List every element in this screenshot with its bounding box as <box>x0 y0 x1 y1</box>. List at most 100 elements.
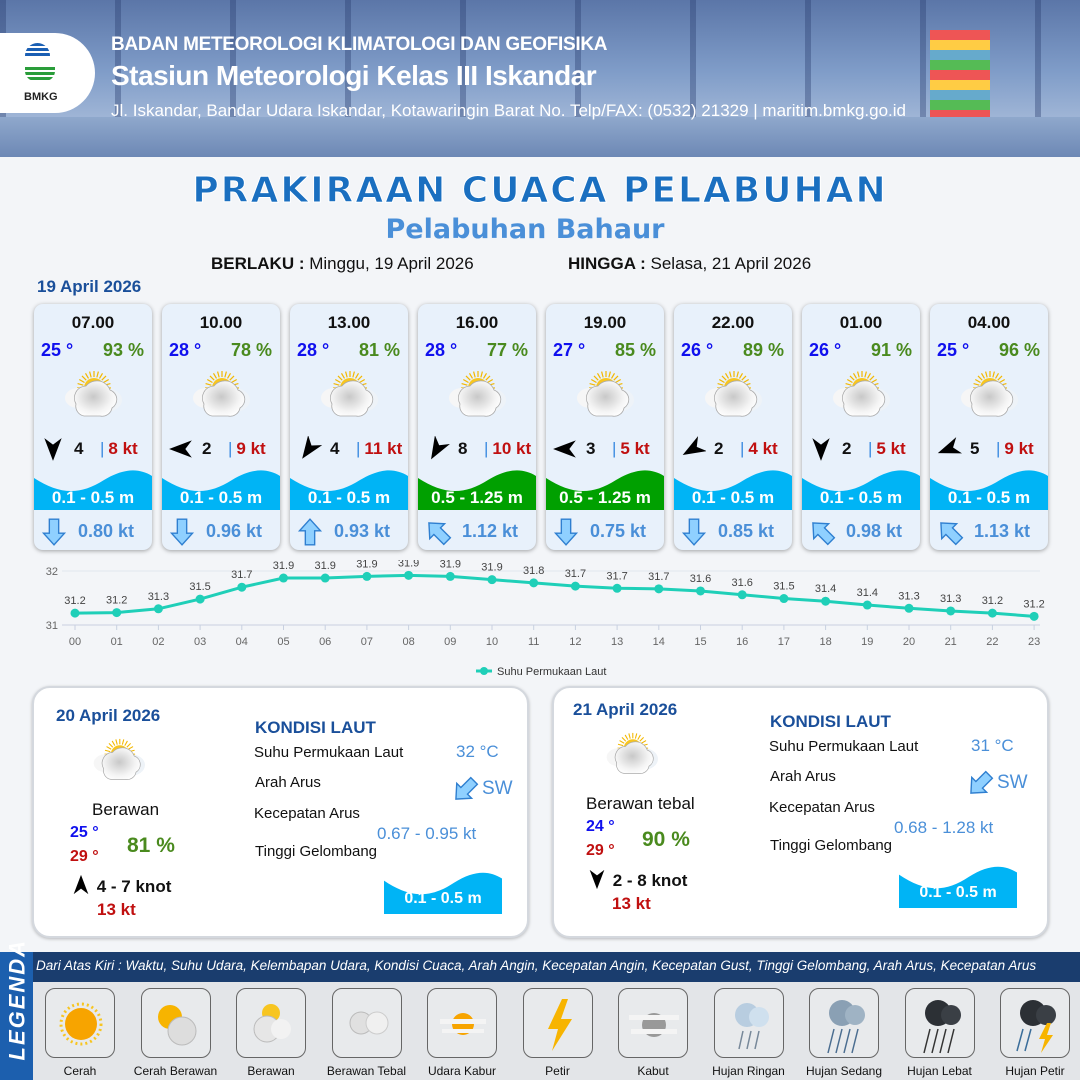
current-direction-label: Arah Arus <box>770 768 836 785</box>
wind-direction-icon <box>680 436 707 467</box>
gust-speed-wrap: | 9 kt <box>228 439 266 458</box>
x-tick-label: 15 <box>694 636 706 648</box>
cloudy-weather-icon <box>318 370 382 425</box>
data-point <box>737 590 747 600</box>
wave-graphic <box>546 464 664 510</box>
forecast-card: 19.00 27 ° 85 % 3 | 5 kt 0.5 - 1.25 m 0.75… <box>546 304 664 550</box>
data-point <box>445 571 455 581</box>
cloud-sun-icon <box>236 988 306 1058</box>
current-speed-label: Kecepatan Arus <box>769 799 875 816</box>
weather-icon <box>604 732 662 782</box>
forecast-time: 22.00 <box>711 313 755 332</box>
valid-to-value: Selasa, 21 April 2026 <box>650 254 812 273</box>
cloudy-weather-icon <box>190 370 254 425</box>
data-point <box>612 583 622 593</box>
data-label: 31.7 <box>231 569 252 581</box>
forecast-card: 10.00 28 ° 78 % 2 | 9 kt 0.1 - 0.5 m 0.96 … <box>162 304 280 550</box>
wind-direction-icon <box>70 874 92 901</box>
cloudy-weather-icon <box>702 370 766 425</box>
current-direction-icon <box>296 518 324 550</box>
wave-height: 0.1 - 0.5 m <box>919 884 997 901</box>
wind-direction-icon <box>808 436 834 467</box>
current-speed-range: 0.68 - 1.28 kt <box>894 818 993 838</box>
forecast-time: 04.00 <box>967 313 1011 332</box>
y-tick-label: 32 <box>46 566 58 578</box>
current-speed: 0.98 kt <box>846 521 903 541</box>
wave-graphic <box>290 464 408 510</box>
sea-condition-title: KONDISI LAUT <box>255 718 376 737</box>
wave-graphic <box>802 464 920 510</box>
wave-graphic <box>162 464 280 510</box>
data-label: 31.3 <box>940 593 961 605</box>
x-tick-label: 07 <box>361 636 373 648</box>
gust-speed-wrap: | 9 kt <box>996 439 1034 458</box>
wind-info: 2 | 9 kt <box>168 436 276 462</box>
data-point <box>487 575 497 585</box>
valid-to-label: HINGGA : <box>568 254 646 273</box>
legend-item-label: Berawan Tebal <box>326 1064 407 1078</box>
wind-direction-icon <box>424 435 450 467</box>
air-temperature: 28 ° <box>297 340 330 360</box>
legend-item-label: Cerah Berawan <box>133 1064 218 1078</box>
current-speed-max: - 0.95 kt <box>410 824 477 843</box>
day-date: 20 April 2026 <box>56 706 161 725</box>
daily-forecast-box: 20 April 2026 Berawan 25 ° 29 ° 81 % 4 -… <box>32 686 529 938</box>
data-label: 31.9 <box>273 560 294 572</box>
wave-height: 0.1 - 0.5 m <box>307 488 391 507</box>
sst-label: Suhu Permukaan Laut <box>769 738 919 755</box>
data-label: 31.8 <box>523 565 544 577</box>
wave-graphic <box>674 464 792 510</box>
wind-direction-icon <box>296 435 323 467</box>
gust-speed: 8 kt <box>108 439 138 458</box>
forecast-time: 07.00 <box>71 313 115 332</box>
forecast-card: 16.00 28 ° 77 % 8 | 10 kt 0.5 - 1.25 m 1.1… <box>418 304 536 550</box>
humidity: 90 % <box>642 828 690 851</box>
sun-icon <box>45 988 115 1058</box>
wind-info: 2 - 8 knot <box>586 868 687 895</box>
data-point <box>70 608 80 618</box>
data-label: 31.3 <box>148 591 169 603</box>
current-direction-icon <box>424 518 452 550</box>
data-label: 31.9 <box>356 560 377 570</box>
forecast-card: 01.00 26 ° 91 % 2 | 5 kt 0.1 - 0.5 m 0.98 … <box>802 304 920 550</box>
x-tick-label: 01 <box>111 636 123 648</box>
cloudy-weather-icon <box>446 370 510 425</box>
x-tick-label: 14 <box>653 636 665 648</box>
station-name: Stasiun Meteorologi Kelas III Iskandar <box>111 60 597 91</box>
air-temperature: 25 ° <box>41 340 74 360</box>
x-tick-label: 05 <box>277 636 289 648</box>
clouds-icon <box>331 988 402 1058</box>
wind-direction-icon <box>936 436 963 467</box>
current-info: 0.85 kt <box>680 518 790 546</box>
wind-direction-icon <box>40 436 66 467</box>
data-point <box>529 578 539 588</box>
agency-name: BADAN METEOROLOGI KLIMATOLOGI DAN GEOFIS… <box>111 34 608 55</box>
wind-direction-icon <box>168 436 194 467</box>
data-point <box>1029 611 1039 621</box>
wind-speed: 3 <box>586 439 596 458</box>
wave-height-label: Tinggi Gelombang <box>255 843 378 860</box>
air-temperature: 26 ° <box>681 340 714 360</box>
forecast-time: 16.00 <box>455 313 499 332</box>
data-point <box>654 584 664 594</box>
gust-speed: 5 kt <box>620 439 650 458</box>
sst-value: 32 °C <box>456 742 499 761</box>
gust-speed: 4 kt <box>748 439 778 458</box>
wave-graphic <box>418 464 536 510</box>
current-speed: 1.13 kt <box>974 521 1031 541</box>
x-tick-label: 03 <box>194 636 206 648</box>
legend-item-label: Kabut <box>637 1064 669 1078</box>
gust-speed-wrap: | 8 kt <box>100 439 138 458</box>
data-label: 31.2 <box>64 595 85 607</box>
current-direction-icon <box>680 518 708 550</box>
current-direction-icon <box>936 518 964 550</box>
air-temperature: 28 ° <box>169 340 202 360</box>
temp-max: 29 ° <box>70 848 99 865</box>
current-speed: 0.75 kt <box>590 521 647 541</box>
logo-text: BMKG <box>24 91 58 103</box>
gust-speed: 11 kt <box>364 439 403 458</box>
gust-speed: 13 kt <box>97 900 136 919</box>
current-speed-min: 0.67 <box>377 824 411 843</box>
forecast-card: 22.00 26 ° 89 % 2 | 4 kt 0.1 - 0.5 m 0.85 … <box>674 304 792 550</box>
current-speed: 0.85 kt <box>718 521 775 541</box>
